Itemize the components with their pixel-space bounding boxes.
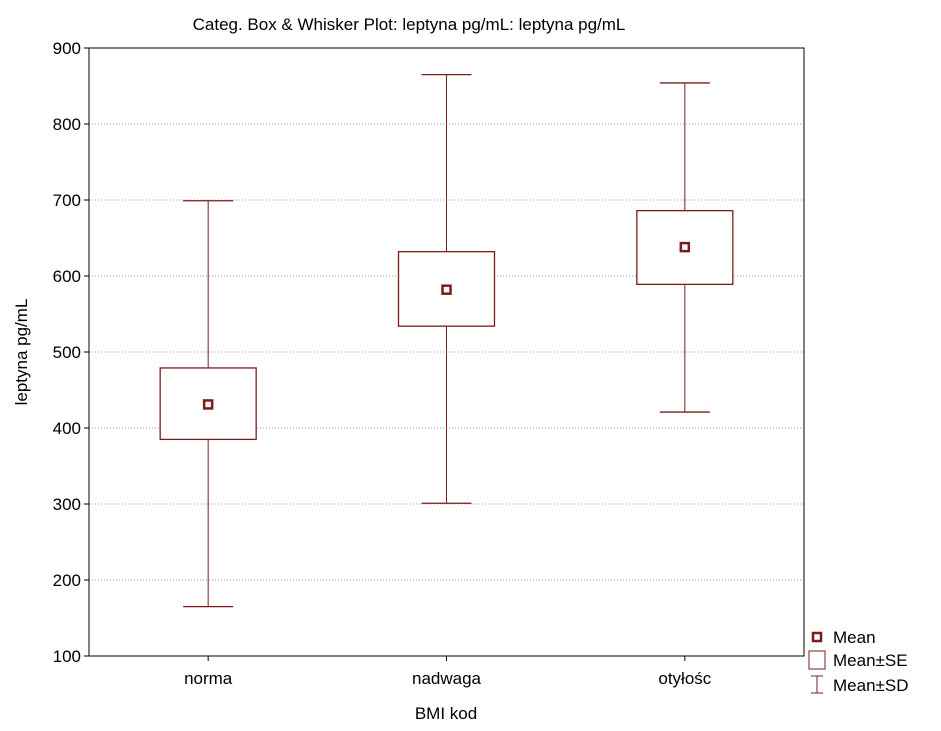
box-otyłośc [636, 82, 734, 413]
legend-label: Mean±SD [833, 676, 908, 695]
boxes [159, 73, 734, 608]
y-axis-label: leptyna pg/mL [12, 299, 31, 406]
box-norma [159, 200, 257, 608]
chart-title: Categ. Box & Whisker Plot: leptyna pg/mL… [193, 15, 626, 34]
x-tick-label: norma [184, 669, 233, 688]
y-tick-label: 700 [53, 191, 81, 210]
y-tick-label: 400 [53, 419, 81, 438]
x-tick-label: otyłośc [658, 669, 711, 688]
y-tick-label: 600 [53, 267, 81, 286]
legend: Mean Mean±SE Mean±SD [808, 628, 908, 695]
x-axis: norma nadwaga otyłośc [184, 656, 712, 688]
y-tick-label: 300 [53, 495, 81, 514]
y-tick-label: 800 [53, 115, 81, 134]
mean-marker [679, 241, 691, 253]
y-tick-label: 200 [53, 571, 81, 590]
legend-label: Mean [833, 628, 876, 647]
y-axis: 100 200 300 400 500 600 700 800 900 [53, 39, 89, 666]
legend-mean-marker [811, 631, 823, 643]
mean-marker [202, 399, 214, 410]
legend-label: Mean±SE [833, 651, 908, 670]
x-axis-label: BMI kod [415, 704, 477, 723]
y-tick-label: 100 [53, 647, 81, 666]
y-tick-label: 900 [53, 39, 81, 58]
mean-marker [441, 284, 452, 295]
legend-se-marker [808, 650, 826, 670]
x-tick-label: nadwaga [412, 669, 482, 688]
box-nadwaga [397, 73, 496, 504]
y-tick-label: 500 [53, 343, 81, 362]
